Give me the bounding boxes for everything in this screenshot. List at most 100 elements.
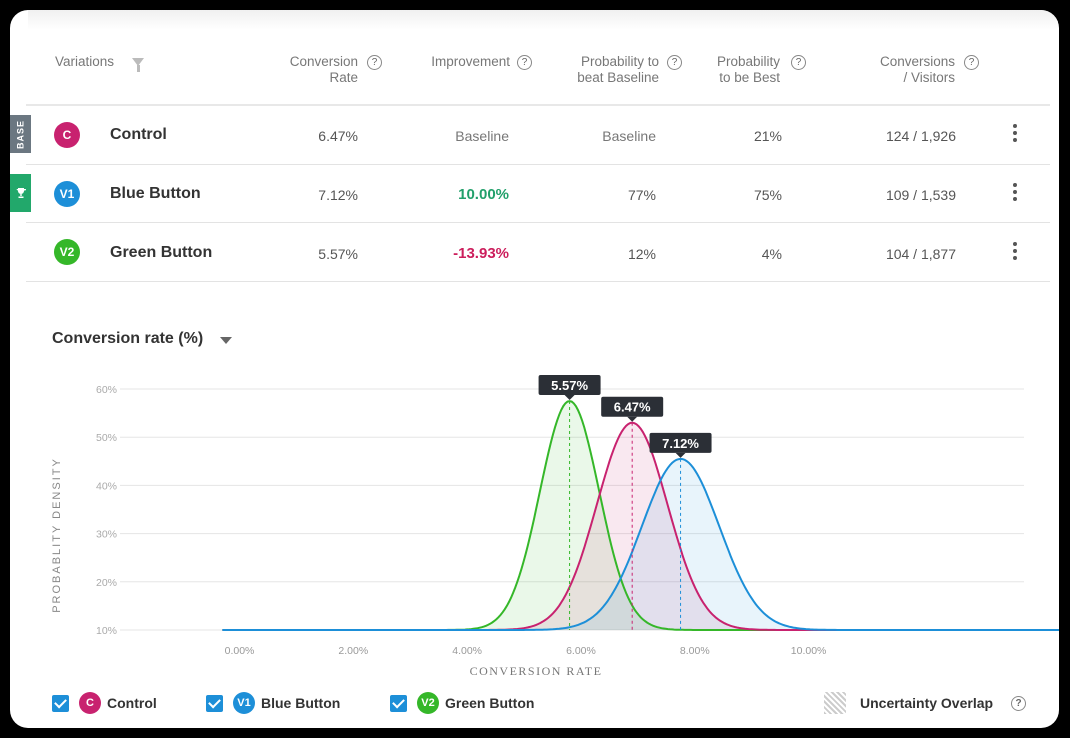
header-improvement: Improvement bbox=[431, 54, 510, 69]
header-prob-best-line2: to be Best bbox=[719, 70, 780, 85]
hatch-pattern-icon bbox=[824, 692, 846, 714]
baseline-badge: BASE bbox=[10, 115, 31, 153]
help-icon[interactable]: ? bbox=[367, 55, 382, 70]
x-tick-label: 8.00% bbox=[680, 645, 710, 657]
legend-label: Green Button bbox=[445, 695, 535, 711]
density-area bbox=[222, 458, 1059, 630]
legend-label: Blue Button bbox=[261, 695, 341, 711]
variation-avatar: C bbox=[79, 692, 101, 714]
value-label: 7.12% bbox=[649, 432, 712, 458]
header-divider bbox=[26, 104, 1050, 106]
legend-item-control[interactable]: C Control bbox=[52, 692, 157, 714]
header-conversion-rate-line2: Rate bbox=[329, 70, 358, 85]
header-variations[interactable]: Variations bbox=[55, 54, 115, 69]
row-divider bbox=[26, 164, 1050, 165]
help-icon[interactable]: ? bbox=[1011, 695, 1027, 711]
variation-avatar: C bbox=[54, 122, 80, 148]
row-divider bbox=[26, 222, 1050, 223]
chevron-down-icon[interactable] bbox=[220, 337, 232, 344]
y-tick-label: 30% bbox=[96, 529, 117, 541]
value-label-text: 7.12% bbox=[662, 436, 699, 451]
variation-name[interactable]: Control bbox=[110, 126, 167, 143]
legend-label: Control bbox=[107, 695, 157, 711]
checkbox-checked-icon[interactable] bbox=[390, 694, 407, 712]
checkbox-checked-icon[interactable] bbox=[52, 694, 69, 712]
chart-labels: 5.57% 6.47% 7.12% bbox=[538, 375, 712, 458]
header-prob-best: Probability to be Best bbox=[700, 54, 780, 86]
chart-lines bbox=[222, 400, 1059, 631]
y-tick-label: 60% bbox=[96, 384, 117, 396]
value-label-text: 6.47% bbox=[614, 400, 651, 415]
conversion-rate: 6.47% bbox=[318, 128, 358, 144]
help-icon[interactable]: ? bbox=[667, 55, 682, 70]
probability-density-chart: 10% 20% 30% 40% 50% 60% 0.00% 2.00% 4.00% 6.00% 8.… bbox=[51, 375, 1059, 678]
winner-badge bbox=[10, 174, 31, 212]
y-tick-label: 40% bbox=[96, 480, 117, 492]
chart-markers bbox=[569, 401, 682, 630]
experiment-report-panel: Variations Conversion Rate ? Improvement… bbox=[10, 10, 1059, 728]
x-tick-label: 0.00% bbox=[225, 645, 255, 657]
prob-be-best: 75% bbox=[753, 187, 782, 203]
legend-item-blue-button[interactable]: V1 Blue Button bbox=[206, 692, 340, 714]
x-tick-label: 4.00% bbox=[452, 645, 482, 657]
value-label: 6.47% bbox=[601, 396, 664, 422]
uncertainty-overlap-toggle[interactable]: Uncertainty Overlap ? bbox=[824, 692, 1027, 714]
value-label-text: 5.57% bbox=[551, 378, 588, 393]
header-conversion-rate: Conversion Rate bbox=[270, 54, 358, 86]
variation-avatar: V2 bbox=[54, 239, 80, 265]
top-edge bbox=[28, 10, 1058, 30]
density-area bbox=[222, 422, 1059, 630]
table-row[interactable]: V2 Green Button 5.57% -13.93% 12% 4% 104… bbox=[26, 223, 1050, 281]
prob-be-best: 21% bbox=[753, 128, 782, 144]
conversion-rate: 5.57% bbox=[318, 246, 358, 262]
x-tick-label: 10.00% bbox=[791, 645, 827, 657]
conversions-visitors: 109 / 1,539 bbox=[885, 187, 956, 203]
prob-beat-baseline: 12% bbox=[627, 246, 656, 262]
variation-avatar: V2 bbox=[417, 692, 439, 714]
header-prob-best-line1: Probability bbox=[716, 54, 780, 69]
row-divider bbox=[26, 281, 1050, 282]
conversions-visitors: 104 / 1,877 bbox=[885, 246, 956, 262]
table-row[interactable]: V1 Blue Button 7.12% 10.00% 77% 75% 109 … bbox=[10, 165, 1050, 223]
table-row[interactable]: BASE C Control 6.47% Baseline Baseline 2… bbox=[10, 106, 1050, 164]
y-tick-label: 20% bbox=[96, 577, 117, 589]
improvement: 10.00% bbox=[458, 186, 509, 203]
prob-be-best: 4% bbox=[761, 246, 782, 262]
variation-avatar: V1 bbox=[54, 181, 80, 207]
header-conversion-rate-line1: Conversion bbox=[289, 54, 358, 69]
x-axis-label: CONVERSION RATE bbox=[470, 664, 603, 678]
header-prob-beat-line2: beat Baseline bbox=[577, 70, 659, 85]
header-conv-vis-line1: Conversions bbox=[879, 54, 955, 69]
chart-grid: 10% 20% 30% 40% 50% 60% 0.00% 2.00% 4.00% 6.00% 8.… bbox=[96, 384, 1024, 657]
density-line[interactable] bbox=[222, 457, 1059, 631]
row-menu-icon[interactable] bbox=[1013, 183, 1017, 204]
y-tick-label: 50% bbox=[96, 432, 117, 444]
variation-name[interactable]: Green Button bbox=[110, 244, 213, 261]
row-menu-icon[interactable] bbox=[1013, 242, 1017, 263]
help-icon[interactable]: ? bbox=[791, 55, 806, 70]
help-icon[interactable]: ? bbox=[964, 55, 979, 70]
y-tick-label: 10% bbox=[96, 625, 117, 637]
header-conversions-visitors: Conversions / Visitors bbox=[855, 54, 955, 86]
variation-avatar: V1 bbox=[233, 692, 255, 714]
y-axis-label: PROBABLITY DENSITY bbox=[51, 457, 63, 613]
header-prob-beat-baseline: Probability to beat Baseline bbox=[565, 54, 659, 86]
variation-name[interactable]: Blue Button bbox=[110, 185, 201, 202]
conversions-visitors: 124 / 1,926 bbox=[885, 128, 956, 144]
help-icon[interactable]: ? bbox=[517, 55, 532, 70]
chart-areas bbox=[222, 401, 1059, 630]
improvement: -13.93% bbox=[453, 245, 509, 262]
conversion-rate: 7.12% bbox=[318, 187, 358, 203]
checkbox-checked-icon[interactable] bbox=[206, 694, 223, 712]
x-tick-label: 2.00% bbox=[338, 645, 368, 657]
prob-beat-baseline: 77% bbox=[627, 187, 656, 203]
header-prob-beat-line1: Probability to bbox=[580, 54, 659, 69]
trophy-icon bbox=[15, 188, 26, 198]
value-label: 5.57% bbox=[538, 375, 601, 401]
x-tick-label: 6.00% bbox=[566, 645, 596, 657]
row-menu-icon[interactable] bbox=[1013, 124, 1017, 145]
legend-item-green-button[interactable]: V2 Green Button bbox=[390, 692, 534, 714]
chart-metric-selector[interactable]: Conversion rate (%) bbox=[52, 330, 204, 347]
improvement: Baseline bbox=[455, 128, 509, 144]
filter-icon[interactable] bbox=[132, 58, 144, 72]
